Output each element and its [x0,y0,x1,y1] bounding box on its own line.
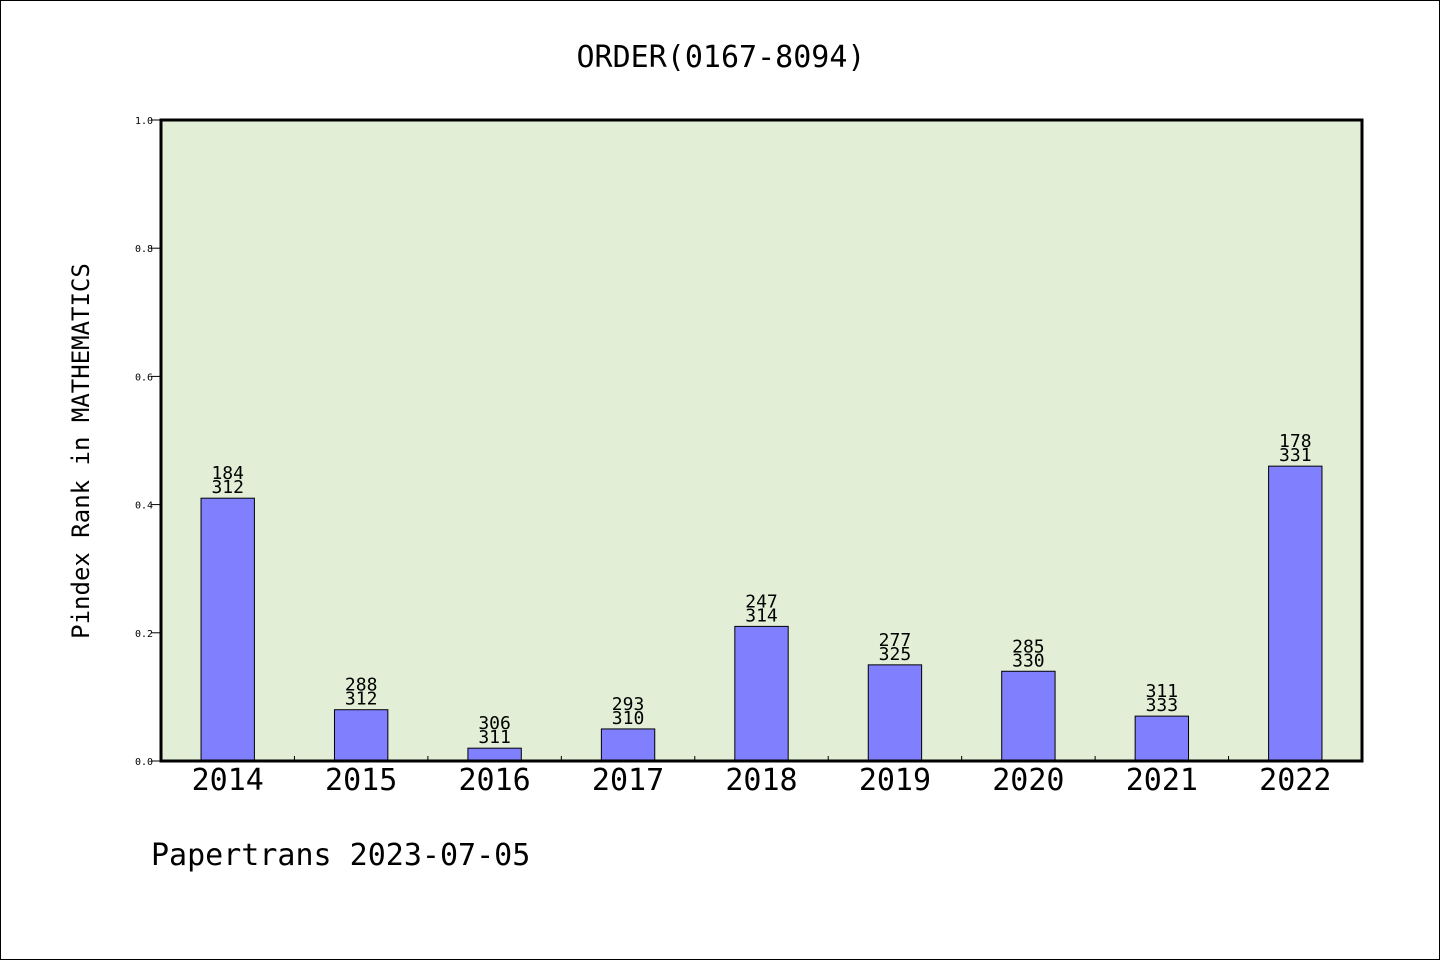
bar-2020 [1001,670,1056,762]
bar-total-label: 331 [1279,445,1312,466]
bar-rank-label: 178 [1279,431,1312,452]
bar-rank-label: 184 [211,463,244,484]
bar-2015 [333,709,389,762]
plot-border [159,118,1364,763]
y-tick-label: 1.0 [135,116,153,127]
x-tick-label: 2015 [325,763,397,798]
bar-rank-label: 306 [478,713,511,734]
bar-2022 [1268,465,1323,762]
y-tick-label: 0.0 [135,757,153,768]
bar-total-label: 311 [478,727,511,748]
bar-rank-label: 293 [612,694,645,715]
x-tick-label: 2021 [1126,763,1198,798]
x-tick-label: 2018 [725,763,797,798]
bar-rank-label: 311 [1146,681,1179,702]
y-tick-label: 0.6 [135,372,153,383]
y-tick-label: 0.4 [135,501,153,512]
x-tick-label: 2016 [458,763,530,798]
bar-total-label: 325 [879,644,912,665]
bar-total-label: 312 [211,477,244,498]
x-tick-label: 2017 [592,763,664,798]
bar-total-label: 310 [612,708,645,729]
bar-2018 [734,625,789,762]
bar-total-label: 312 [345,689,378,710]
bar-total-label: 314 [745,605,778,626]
x-tick-label: 2022 [1259,763,1331,798]
footer-credit: Papertrans 2023-07-05 [151,838,530,873]
x-tick-label: 2014 [192,763,264,798]
y-tick-label: 0.2 [135,629,153,640]
bar-2017 [600,728,656,762]
bar-2016 [467,747,522,762]
bar-total-label: 333 [1146,695,1179,716]
bar-rank-label: 285 [1012,636,1045,657]
bar-2021 [1134,715,1190,762]
x-tick-label: 2020 [992,763,1064,798]
bar-rank-label: 277 [879,630,912,651]
y-axis-label: Pindex Rank in MATHEMATICS [67,263,95,639]
bar-rank-label: 247 [745,591,778,612]
chart-title: ORDER(0167-8094) [577,40,866,75]
x-tick-label: 2019 [859,763,931,798]
y-tick-label: 0.8 [135,244,153,255]
bar-2019 [867,664,923,762]
bar-rank-label: 288 [345,675,378,696]
bar-total-label: 330 [1012,650,1045,671]
bar-2014 [200,497,255,762]
